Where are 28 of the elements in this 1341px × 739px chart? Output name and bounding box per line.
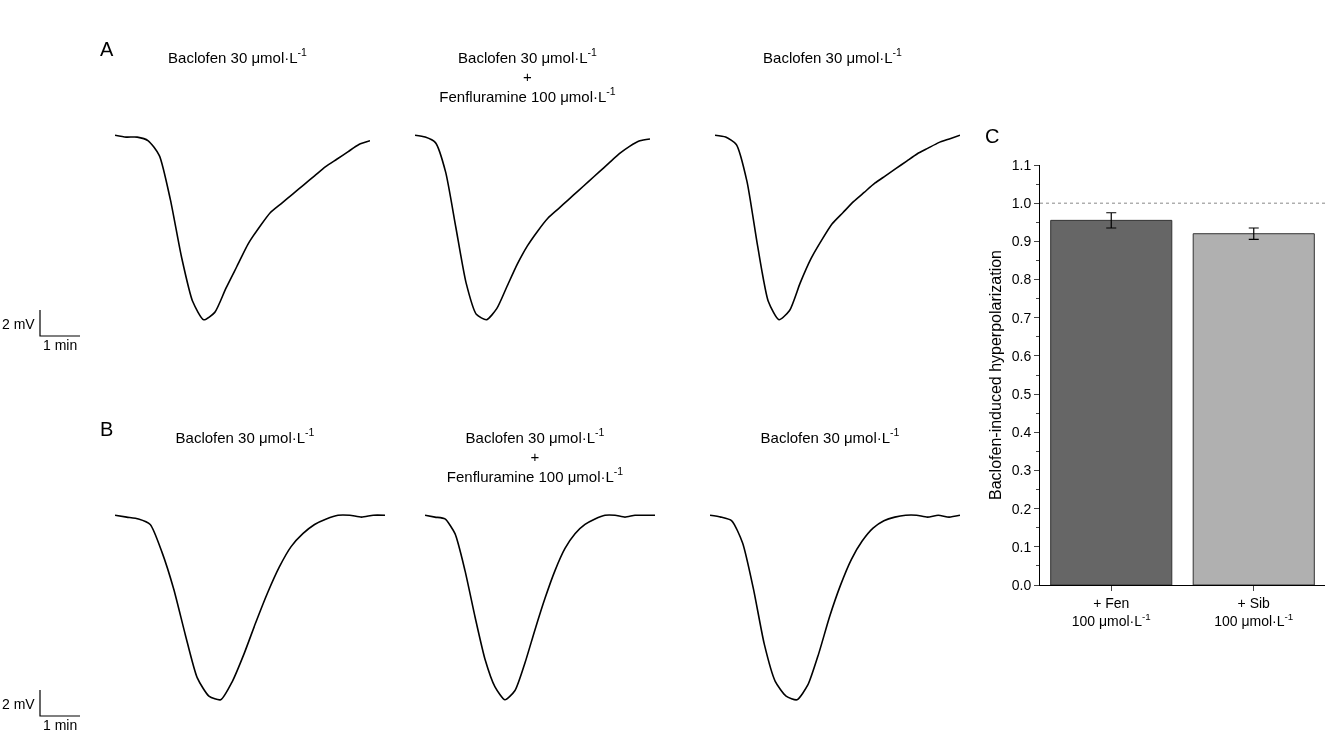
text: B (100, 418, 114, 441)
y-tick-label: 0.0 (1011, 576, 1032, 593)
y-tick-label: 0.1 (1011, 538, 1032, 555)
chart-title: Baclofen 30 μmol·L$^{-1}$ (175, 426, 315, 446)
chart-title: Baclofen 30 μmol·L$^{-1}$ + Fenfluramine 100 μmol·L$^{-1}$ (439, 46, 616, 105)
y-tick-label: 0.5 (1011, 385, 1032, 402)
y-tick-label: 0.4 (1011, 424, 1032, 441)
y-tick-label: 0.7 (1011, 309, 1032, 326)
text: A (100, 38, 114, 61)
text: 1 min (43, 337, 78, 353)
y-tick-label: 1.0 (1011, 195, 1032, 212)
chart-title: Baclofen 30 μmol·L$^{-1}$ (763, 46, 903, 66)
text: 2 mV (2, 696, 35, 712)
x-tick-label: + Sib 100 μmol·L$^{-1}$ (1214, 594, 1294, 629)
y-tick-label: 0.2 (1011, 500, 1032, 517)
y-tick-label: 0.8 (1011, 271, 1032, 288)
y-axis-title: Baclofen-induced hyperpolarization (986, 250, 1004, 500)
y-tick-label: 0.3 (1011, 462, 1032, 479)
text: C (985, 125, 1000, 148)
x-tick-label: + Fen 100 μmol·L$^{-1}$ (1071, 594, 1151, 629)
chart-title: Baclofen 30 μmol·L$^{-1}$ (168, 46, 308, 66)
y-tick-label: 0.6 (1011, 347, 1032, 364)
chart-title: Baclofen 30 μmol·L$^{-1}$ + Fenfluramine 100 μmol·L$^{-1}$ (446, 426, 624, 485)
chart-title: Baclofen 30 μmol·L$^{-1}$ (760, 426, 900, 446)
y-tick-label: 1.1 (1011, 156, 1032, 173)
text: 2 mV (2, 316, 35, 332)
y-tick-label: 0.9 (1011, 233, 1032, 250)
text: 1 min (43, 717, 78, 733)
